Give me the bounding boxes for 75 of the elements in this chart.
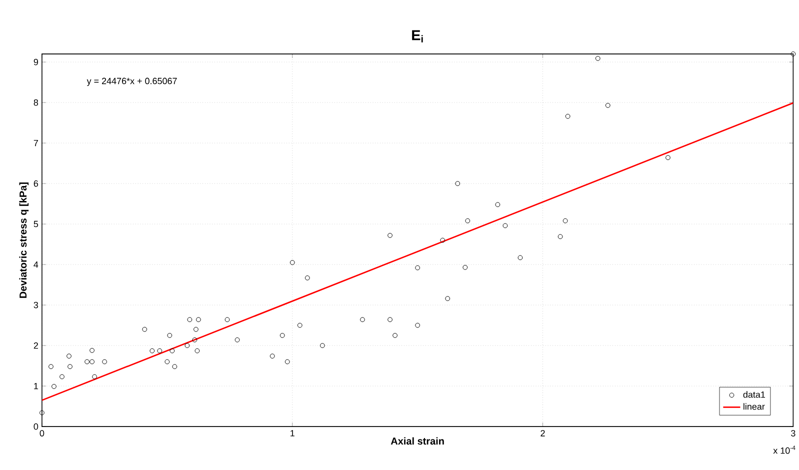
point xyxy=(280,333,285,338)
x-axis-title: Axial strain xyxy=(390,438,444,445)
point xyxy=(595,56,600,62)
point xyxy=(440,238,446,243)
point xyxy=(388,317,392,322)
point xyxy=(465,218,470,224)
point xyxy=(84,360,90,364)
point xyxy=(184,343,190,348)
point xyxy=(304,276,310,281)
y-tick-label: 5 xyxy=(34,221,38,228)
point xyxy=(40,410,44,416)
y-tick-label: 8 xyxy=(34,100,38,106)
x-tick-label: 1 xyxy=(290,430,294,437)
point xyxy=(167,333,172,338)
point xyxy=(360,317,365,322)
text: x 10$^{-4}$ xyxy=(773,446,796,454)
point xyxy=(150,348,155,354)
point xyxy=(194,348,200,354)
y-tick-label: 6 xyxy=(34,180,38,187)
point xyxy=(102,360,108,364)
point xyxy=(388,233,392,238)
annotation: y = 24476*x + 0.65067 xyxy=(86,78,177,86)
point xyxy=(415,323,420,328)
point xyxy=(502,223,508,228)
point xyxy=(462,265,468,270)
x-tick-label: 0 xyxy=(40,430,44,437)
point xyxy=(297,323,302,328)
point xyxy=(194,327,198,332)
point xyxy=(66,354,72,359)
point xyxy=(518,255,523,260)
y-tick-label: 7 xyxy=(34,140,38,146)
point xyxy=(270,354,275,359)
point xyxy=(48,364,54,370)
y-tick-label: 2 xyxy=(34,342,38,349)
point xyxy=(164,360,170,364)
point xyxy=(142,327,148,332)
point xyxy=(90,360,94,364)
point xyxy=(445,296,450,302)
legend-label: data1 xyxy=(743,391,765,398)
point xyxy=(562,218,568,224)
legend-label: linear xyxy=(744,403,765,410)
point xyxy=(415,266,420,270)
y-tick-label: 1 xyxy=(34,383,38,390)
y-tick-label: 3 xyxy=(34,302,38,308)
chart-title: E$_{i}$ xyxy=(412,30,423,43)
point xyxy=(192,338,198,343)
point xyxy=(605,103,610,108)
point xyxy=(392,333,398,338)
point xyxy=(52,384,56,390)
x-tick-label: 3 xyxy=(791,430,796,437)
point xyxy=(290,260,295,266)
point xyxy=(234,338,240,343)
point xyxy=(455,181,460,186)
point xyxy=(565,114,570,120)
point xyxy=(196,317,201,322)
y-tick-label: 9 xyxy=(34,59,38,66)
point xyxy=(495,202,500,208)
x-tick-label: 2 xyxy=(540,430,545,437)
point xyxy=(60,374,64,380)
point xyxy=(666,155,670,160)
y-tick-label: 4 xyxy=(34,262,38,268)
point xyxy=(92,374,97,380)
point xyxy=(187,317,192,322)
point xyxy=(320,343,325,348)
point xyxy=(790,52,796,57)
point xyxy=(157,348,162,354)
point xyxy=(170,348,175,354)
point xyxy=(68,364,72,370)
y-axis-title: Deviatoric stress q [kPa] xyxy=(19,182,29,298)
point xyxy=(172,364,178,370)
point xyxy=(558,234,563,240)
y-tick-label: 0 xyxy=(34,424,38,430)
point xyxy=(224,317,230,322)
point xyxy=(284,360,290,364)
point xyxy=(90,348,94,354)
